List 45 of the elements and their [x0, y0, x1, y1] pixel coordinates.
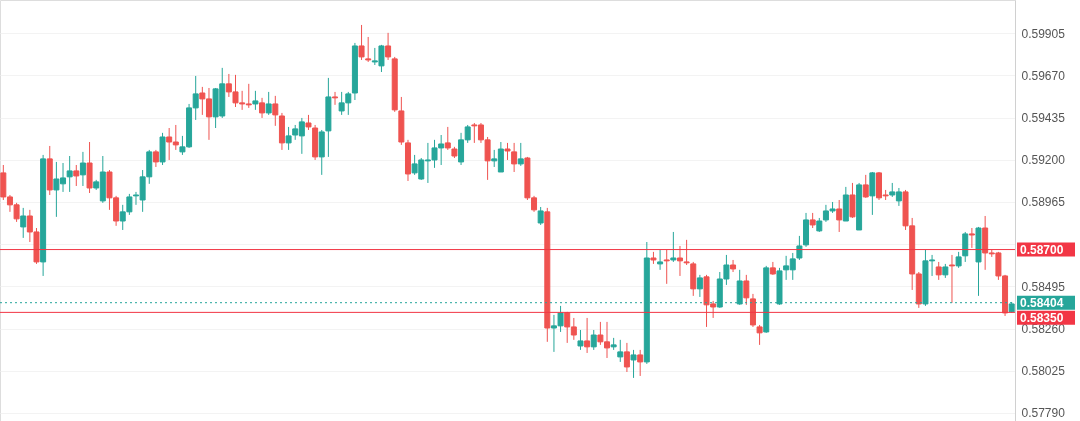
candlestick	[365, 36, 372, 63]
candlestick	[730, 259, 737, 273]
candlestick	[358, 24, 365, 61]
candlestick	[265, 91, 272, 116]
candlestick	[696, 274, 703, 298]
y-tick-label: 0.58025	[1021, 364, 1066, 379]
candlestick	[20, 207, 27, 239]
candlestick	[630, 349, 637, 379]
candlestick	[584, 317, 591, 354]
candlestick	[670, 231, 677, 263]
candlestick	[385, 32, 392, 61]
candlestick	[962, 231, 969, 263]
y-tick-label: 0.58495	[1021, 279, 1066, 294]
candlestick	[590, 329, 597, 351]
y-tick-label: 0.59905	[1021, 26, 1066, 41]
candlestick	[332, 91, 339, 106]
candlestick	[948, 254, 955, 304]
candlestick	[259, 97, 266, 119]
candlestick	[862, 174, 869, 199]
candlestick	[968, 227, 975, 249]
candlestick	[663, 249, 670, 285]
candlestick	[66, 155, 73, 193]
candlestick	[849, 182, 856, 219]
candlestick	[756, 324, 763, 346]
candlestick	[623, 342, 630, 373]
candlestick	[73, 164, 80, 187]
candlestick	[79, 151, 86, 187]
ref-line-label: 0.58404	[1020, 295, 1064, 310]
y-tick-label: 0.58260	[1021, 322, 1066, 337]
candlestick	[637, 349, 644, 377]
y-tick-label: 0.57790	[1021, 406, 1066, 421]
candlestick	[743, 274, 750, 306]
candlestick	[869, 171, 876, 216]
y-tick-label: 0.58965	[1021, 195, 1066, 210]
y-tick-label: 0.59670	[1021, 68, 1066, 83]
candlestick	[577, 329, 584, 351]
y-tick-label: 0.59200	[1021, 153, 1066, 168]
candlestick	[657, 249, 664, 271]
ref-line-label: 0.58700	[1020, 242, 1064, 257]
y-tick-label: 0.59435	[1021, 111, 1066, 126]
candlestick	[252, 90, 259, 111]
ref-line-label: 0.58350	[1020, 310, 1064, 325]
candlestick	[517, 142, 524, 167]
candlestick	[617, 339, 624, 363]
candlestick	[836, 199, 843, 233]
